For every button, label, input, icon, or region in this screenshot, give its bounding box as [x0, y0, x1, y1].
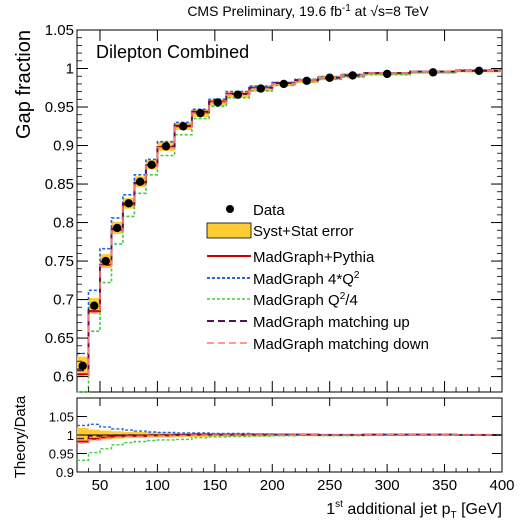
data-point [428, 68, 438, 77]
data-point [325, 73, 334, 82]
legend-entry-data: Data [253, 202, 285, 219]
legend: Data Syst+Stat error MadGraph+Pythia Mad… [206, 202, 429, 353]
x-tick-label: 250 [317, 477, 342, 494]
figure-header: CMS Preliminary, 19.6 fb-1 at √s=8 TeV [187, 3, 429, 19]
x-tick-label: 300 [375, 477, 400, 494]
main-panel: 0.6 0.65 0.7 0.75 0.8 0.85 0.9 0.95 1 1.05 Dilept… [13, 22, 503, 393]
data-point [90, 301, 99, 310]
main-y-tick-label: 1.05 [45, 22, 74, 39]
ratio-series-4 [77, 433, 502, 444]
ratio-series-2 [77, 434, 502, 461]
data-point [348, 71, 357, 80]
main-y-tick-label: 0.6 [53, 369, 74, 386]
main-y-tick-label: 0.7 [53, 292, 74, 309]
main-panel-frame [76, 29, 503, 393]
main-y-tick-label: 0.8 [53, 215, 74, 232]
ratio-y-tick-label: 0.95 [49, 447, 74, 462]
data-point [196, 108, 205, 118]
legend-entry-madgraph-q2-4: MadGraph Q2/4 [253, 291, 358, 309]
legend-entry-matching-up: MadGraph matching up [253, 314, 410, 331]
main-y-tick-label: 0.75 [45, 253, 74, 270]
main-y-tick-label: 1 [66, 61, 74, 78]
legend-band-swatch [206, 222, 252, 239]
x-axis: 50 100 150 200 250 300 350 400 [88, 30, 515, 494]
ratio-y-tick-label: 0.9 [56, 465, 74, 480]
data-point [113, 223, 122, 233]
main-y-axis: 0.6 0.65 0.7 0.75 0.8 0.85 0.9 0.95 1 1.05 [45, 22, 502, 386]
data-point [256, 84, 265, 93]
ratio-y-tick-label: 1 [67, 428, 74, 443]
legend-entry-madgraph-4q2: MadGraph 4*Q2 [253, 270, 360, 288]
data-point [302, 76, 311, 86]
data-point [147, 160, 156, 169]
main-y-tick-label: 0.85 [45, 176, 74, 193]
main-y-tick-label: 0.95 [45, 99, 74, 116]
ratio-y-tick-label: 1.05 [49, 410, 74, 425]
data-point [78, 361, 87, 371]
data-point [135, 177, 145, 186]
data-point [382, 69, 392, 79]
data-point [474, 66, 484, 76]
x-tick-label: 400 [489, 477, 514, 494]
x-tick-label: 50 [92, 477, 109, 494]
x-tick-label: 150 [202, 477, 227, 494]
main-series-1 [77, 69, 502, 355]
main-y-tick-label: 0.9 [53, 138, 74, 155]
legend-entry-band: Syst+Stat error [253, 223, 353, 240]
legend-entry-matching-down: MadGraph matching down [253, 336, 429, 353]
data-point [161, 142, 171, 151]
main-panel-annotation: Dilepton Combined [96, 42, 249, 62]
data-point [233, 90, 243, 99]
main-y-axis-label: Gap fraction [13, 30, 35, 139]
legend-data-marker [226, 205, 234, 213]
data-point [213, 98, 222, 107]
x-tick-label: 200 [260, 477, 285, 494]
x-tick-label: 100 [145, 477, 170, 494]
data-point [101, 256, 110, 266]
main-y-tick-label: 0.65 [45, 330, 74, 347]
ratio-panel: 0.9 0.95 1 1.05 50 100 150 200 250 300 350 400 The… [12, 30, 515, 521]
x-tick-label: 350 [432, 477, 457, 494]
data-point [179, 122, 188, 131]
legend-entry-madgraph-pythia: MadGraph+Pythia [253, 249, 375, 266]
data-point [279, 79, 288, 89]
x-axis-label: 1st additional jet pT [GeV] [326, 499, 502, 521]
ratio-y-axis-label: Theory/Data [12, 395, 29, 478]
ratio-y-axis: 0.9 0.95 1 1.05 [49, 397, 502, 480]
data-point [124, 199, 133, 208]
